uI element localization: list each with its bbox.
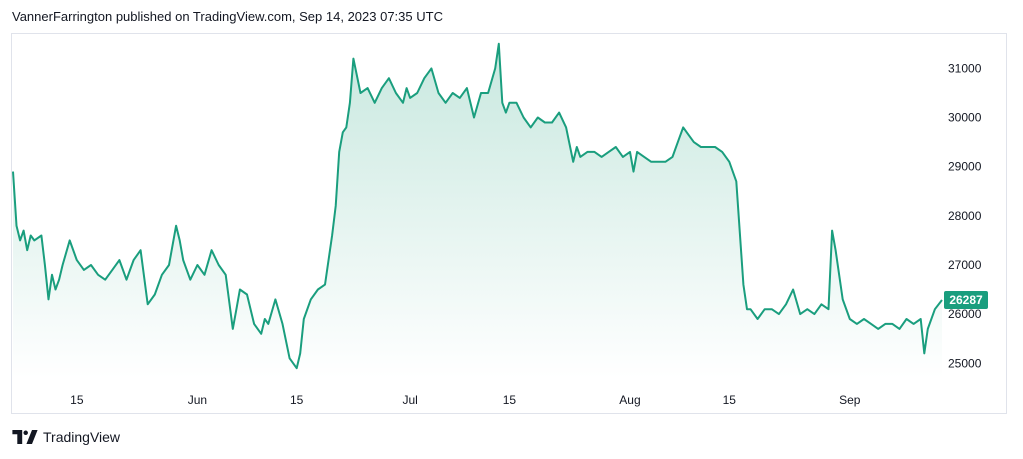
y-tick-label: 25000 xyxy=(948,356,982,370)
y-tick-label: 29000 xyxy=(948,160,982,174)
x-tick-label: 15 xyxy=(723,393,737,407)
last-price-label: 26287 xyxy=(949,293,983,307)
x-tick-label: 15 xyxy=(290,393,304,407)
y-tick-label: 30000 xyxy=(948,111,982,125)
footer-brand: TradingView xyxy=(43,429,121,445)
x-tick-label: Aug xyxy=(619,393,640,407)
x-tick-label: 15 xyxy=(70,393,84,407)
y-tick-label: 28000 xyxy=(948,209,982,223)
price-series-line xyxy=(12,42,943,370)
footer: TradingView xyxy=(12,429,120,445)
x-tick-label: Jun xyxy=(188,393,207,407)
x-tick-label: Jul xyxy=(402,393,417,407)
chart-frame: 25000 26000 27000 28000 29000 30000 31000 15 Ju… xyxy=(11,33,1007,414)
y-tick-label: 27000 xyxy=(948,258,982,272)
y-tick-label: 31000 xyxy=(948,61,982,75)
price-chart[interactable]: 25000 26000 27000 28000 29000 30000 31000 15 Ju… xyxy=(12,34,1006,413)
x-tick-label: Sep xyxy=(839,393,861,407)
x-tick-label: 15 xyxy=(503,393,517,407)
y-tick-label: 26000 xyxy=(948,307,982,321)
last-price-tag xyxy=(944,291,988,310)
publish-info: VannerFarrington published on TradingVie… xyxy=(12,9,443,24)
price-area-fill xyxy=(13,43,942,379)
tradingview-logo-icon xyxy=(12,430,38,444)
